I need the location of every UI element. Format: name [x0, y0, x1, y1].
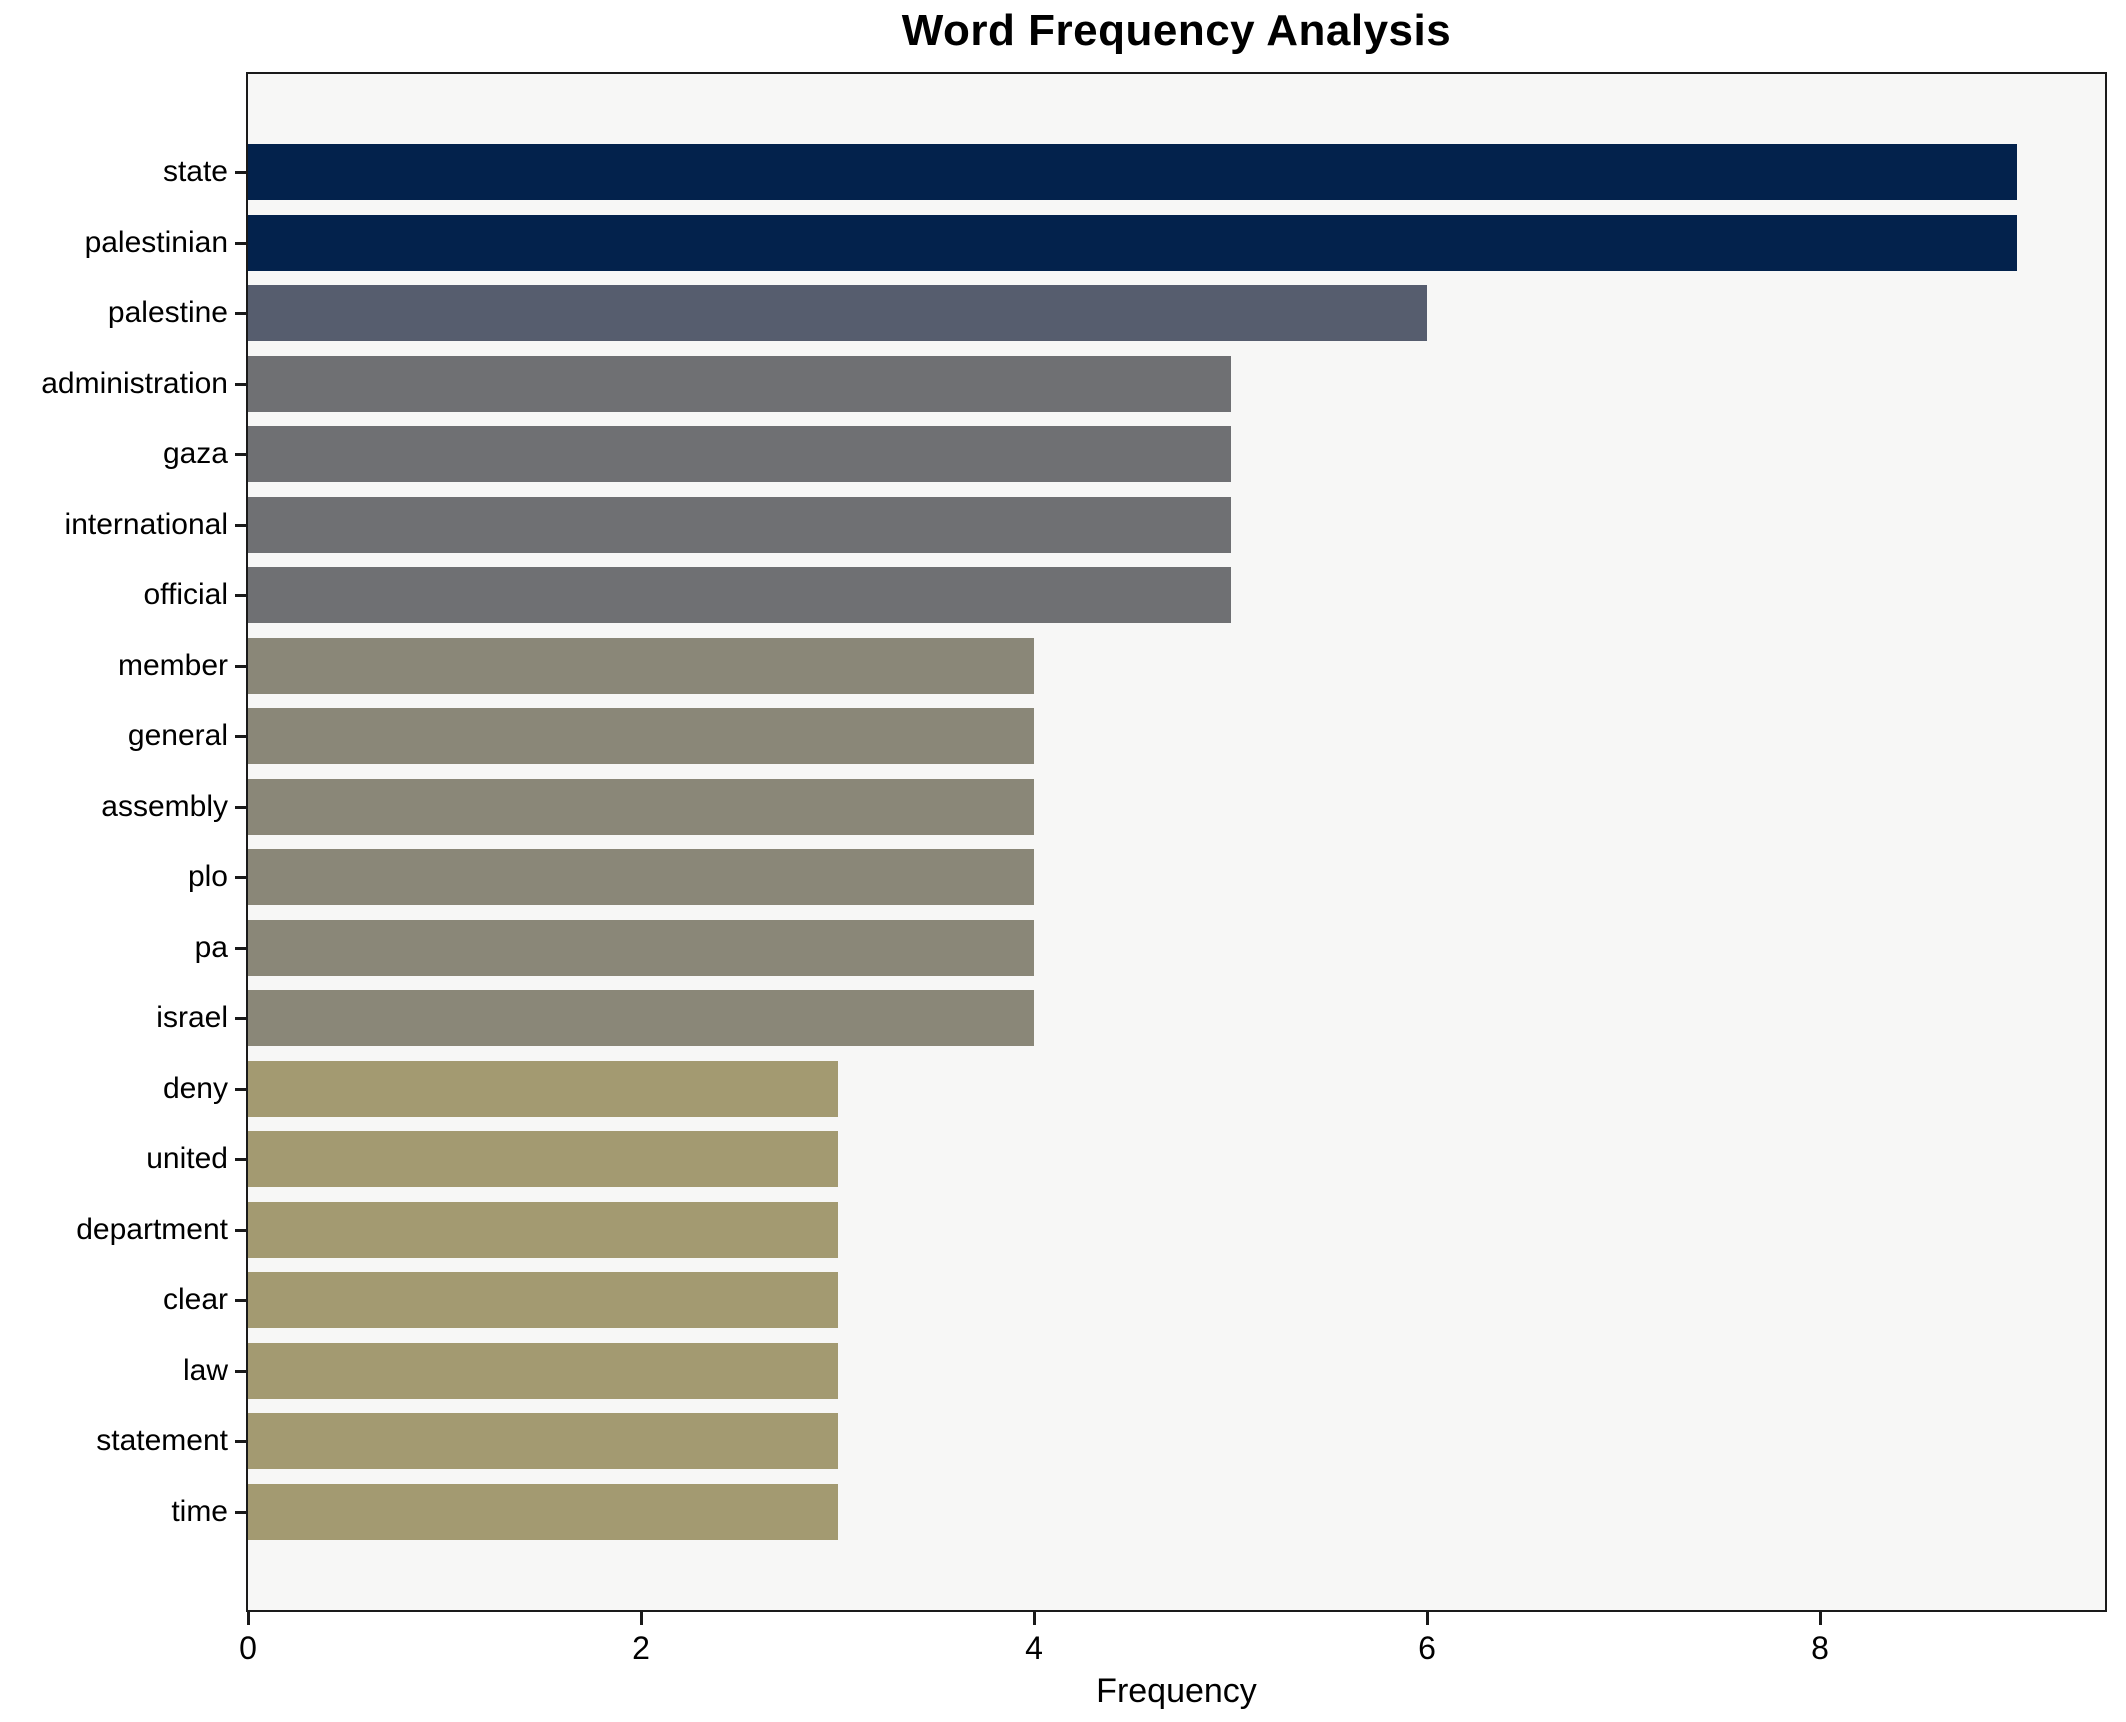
- y-tick-mark: [235, 312, 246, 315]
- x-tick-label: 4: [1025, 1630, 1043, 1666]
- y-tick-label: department: [76, 1213, 228, 1246]
- bar-member: [248, 638, 1034, 694]
- y-tick-mark: [235, 1440, 246, 1443]
- y-tick-label: time: [171, 1495, 228, 1528]
- y-tick-label: administration: [41, 367, 228, 400]
- y-tick-label: pa: [194, 931, 228, 964]
- y-tick-mark: [235, 1229, 246, 1232]
- bar-general: [248, 708, 1034, 764]
- x-tick-mark: [1426, 1612, 1429, 1625]
- y-tick-label: state: [162, 155, 228, 188]
- y-tick-mark: [235, 1511, 246, 1514]
- x-tick-label: 6: [1418, 1630, 1436, 1666]
- y-tick-mark: [235, 524, 246, 527]
- y-tick-label: united: [146, 1142, 228, 1175]
- chart-title: Word Frequency Analysis: [901, 6, 1452, 55]
- y-tick-mark: [235, 1088, 246, 1091]
- y-tick-mark: [235, 947, 246, 950]
- bar-department: [248, 1202, 838, 1258]
- y-tick-label: israel: [156, 1001, 228, 1034]
- bar-gaza: [248, 426, 1231, 482]
- y-tick-mark: [235, 1370, 246, 1373]
- bar-palestinian: [248, 215, 2017, 271]
- bar-international: [248, 497, 1231, 553]
- y-tick-mark: [235, 665, 246, 668]
- y-tick-mark: [235, 383, 246, 386]
- bar-pa: [248, 920, 1034, 976]
- y-tick-mark: [235, 242, 246, 245]
- bar-statement: [248, 1413, 838, 1469]
- y-tick-mark: [235, 1299, 246, 1302]
- x-tick-label: 2: [632, 1630, 650, 1666]
- y-tick-label: palestine: [107, 296, 228, 329]
- y-tick-label: member: [117, 649, 228, 682]
- bar-clear: [248, 1272, 838, 1328]
- y-tick-label: palestinian: [84, 226, 228, 259]
- bar-law: [248, 1343, 838, 1399]
- x-tick-label: 0: [239, 1630, 257, 1666]
- bar-administration: [248, 356, 1231, 412]
- x-tick-mark: [247, 1612, 250, 1625]
- bar-palestine: [248, 285, 1427, 341]
- bar-assembly: [248, 779, 1034, 835]
- y-tick-label: plo: [187, 860, 228, 893]
- y-tick-mark: [235, 453, 246, 456]
- y-tick-label: clear: [162, 1283, 228, 1316]
- x-tick-mark: [1033, 1612, 1036, 1625]
- bar-official: [248, 567, 1231, 623]
- bar-united: [248, 1131, 838, 1187]
- y-tick-mark: [235, 735, 246, 738]
- bar-state: [248, 144, 2017, 200]
- x-tick-label: 8: [1811, 1630, 1829, 1666]
- y-tick-label: deny: [162, 1072, 228, 1105]
- bar-deny: [248, 1061, 838, 1117]
- y-tick-mark: [235, 876, 246, 879]
- y-tick-label: international: [64, 508, 228, 541]
- y-tick-mark: [235, 806, 246, 809]
- bar-israel: [248, 990, 1034, 1046]
- y-tick-mark: [235, 594, 246, 597]
- x-axis-label: Frequency: [1096, 1672, 1257, 1710]
- plot-area: [246, 72, 2107, 1612]
- bar-plo: [248, 849, 1034, 905]
- y-tick-label: statement: [96, 1424, 228, 1457]
- x-tick-mark: [1819, 1612, 1822, 1625]
- y-tick-mark: [235, 171, 246, 174]
- y-tick-label: law: [182, 1354, 228, 1387]
- x-tick-mark: [640, 1612, 643, 1625]
- y-tick-label: official: [143, 578, 229, 611]
- bar-time: [248, 1484, 838, 1540]
- y-tick-label: general: [127, 719, 228, 752]
- y-tick-mark: [235, 1158, 246, 1161]
- y-tick-mark: [235, 1017, 246, 1020]
- y-tick-label: gaza: [162, 437, 228, 470]
- y-tick-label: assembly: [101, 790, 228, 823]
